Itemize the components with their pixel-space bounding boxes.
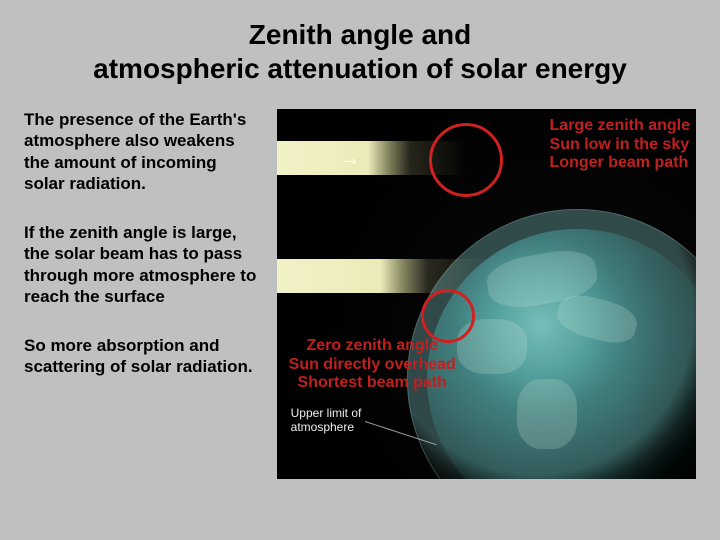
highlight-circle-top (429, 123, 503, 197)
content-row: The presence of the Earth's atmosphere a… (0, 85, 720, 479)
paragraph-3: So more absorption and scattering of sol… (24, 335, 259, 378)
paragraph-1: The presence of the Earth's atmosphere a… (24, 109, 259, 194)
paragraph-2: If the zenith angle is large, the solar … (24, 222, 259, 307)
anno-top-line2: Sun low in the sky (550, 136, 690, 153)
annotation-zero-zenith: Zero zenith angle Sun directly overhead … (289, 337, 456, 392)
arrow-icon: → (339, 145, 361, 171)
anno-atmo-line2: atmosphere (291, 420, 354, 434)
page-title: Zenith angle and atmospheric attenuation… (0, 0, 720, 85)
earth-diagram: → Large zenith angle Sun low in the sky … (277, 109, 696, 479)
anno-mid-line2: Sun directly overhead (289, 356, 456, 373)
landmass (553, 290, 641, 349)
landmass (517, 379, 577, 449)
title-line-1: Zenith angle and (249, 19, 471, 50)
annotation-atmosphere-limit: Upper limit of atmosphere (291, 407, 362, 435)
anno-top-line3: Longer beam path (550, 154, 689, 171)
highlight-circle-mid (421, 289, 475, 343)
annotation-large-zenith: Large zenith angle Sun low in the sky Lo… (550, 117, 690, 172)
anno-mid-line3: Shortest beam path (298, 374, 447, 391)
anno-top-line1: Large zenith angle (550, 117, 690, 134)
anno-atmo-line1: Upper limit of (291, 406, 362, 420)
text-column: The presence of the Earth's atmosphere a… (24, 109, 259, 479)
anno-mid-line1: Zero zenith angle (306, 337, 438, 354)
title-line-2: atmospheric attenuation of solar energy (93, 53, 627, 84)
